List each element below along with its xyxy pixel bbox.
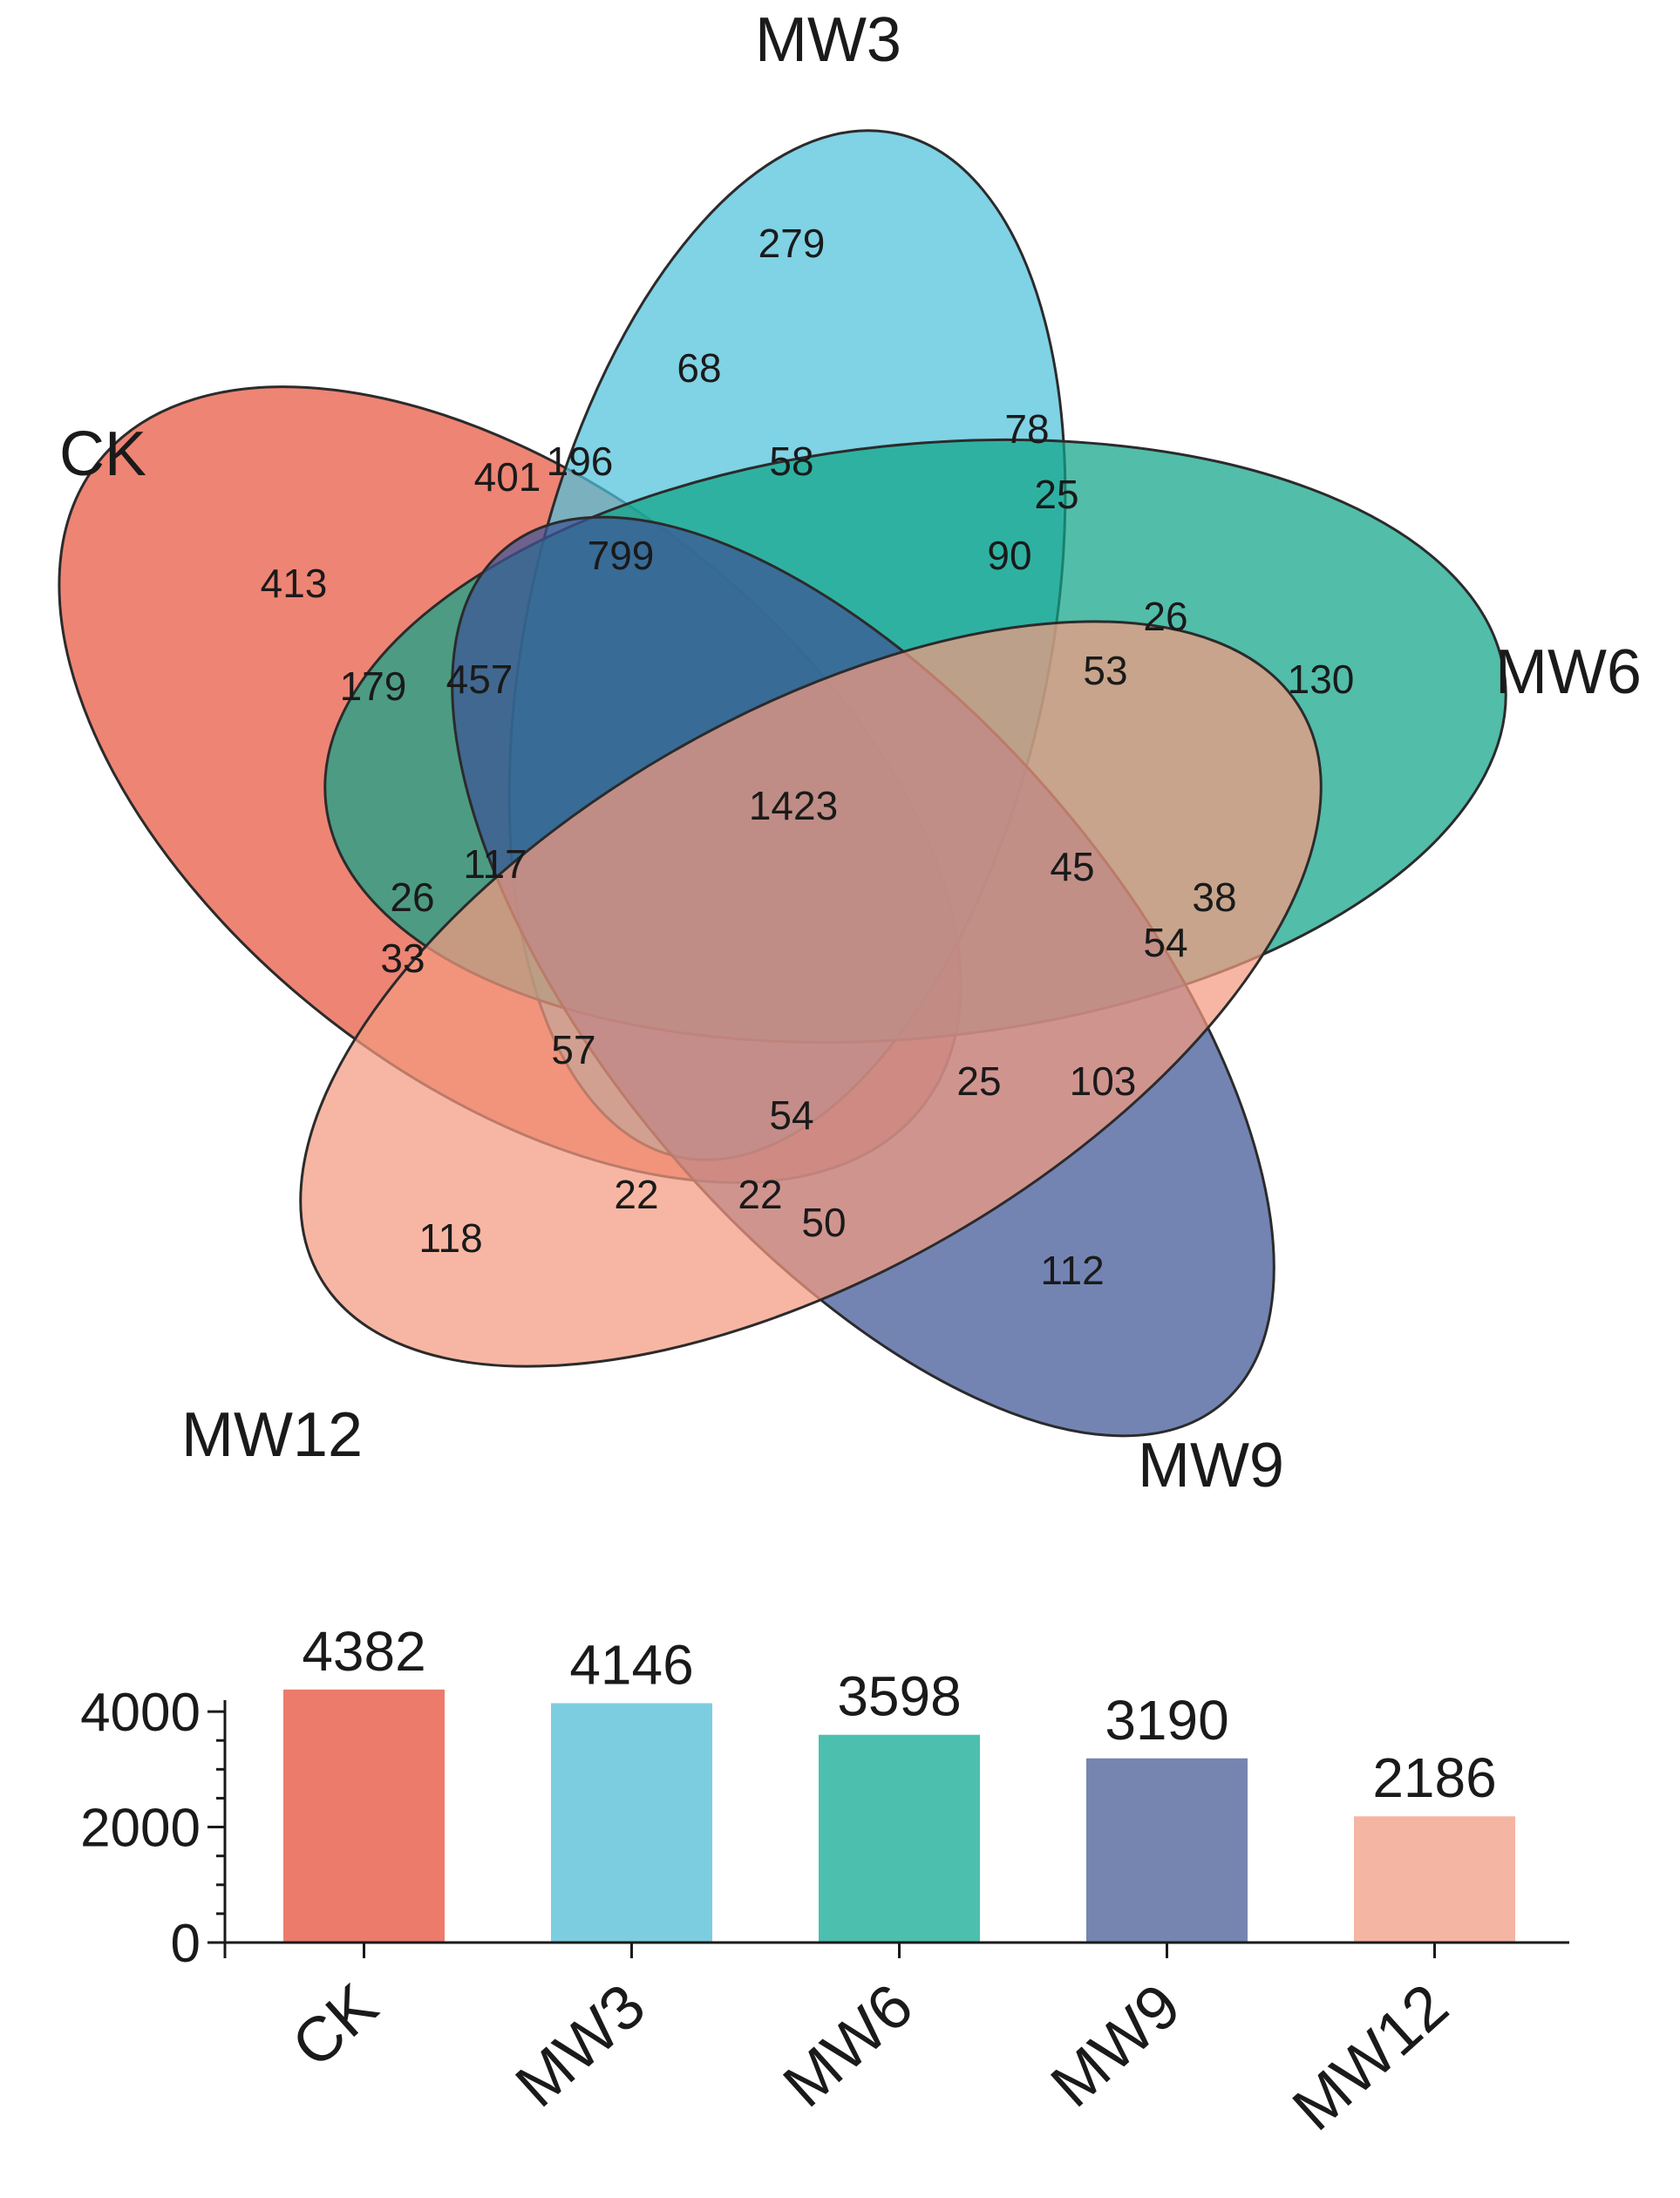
venn-region-count: 38 <box>1192 874 1236 920</box>
bar-value-label: 3190 <box>1105 1689 1228 1752</box>
venn-region-count: 179 <box>340 663 407 709</box>
venn-region-count: 22 <box>738 1172 782 1217</box>
venn-diagram: CK MW3 MW6 MW9 MW12 279 68 401 196 58 78… <box>58 5 1642 1500</box>
x-tick-label: MW12 <box>1280 1970 1461 2144</box>
venn-region-count: 457 <box>446 657 514 702</box>
venn-region-count: 413 <box>261 561 328 606</box>
x-axis: CK MW3 MW6 MW9 MW12 <box>225 1941 1569 2144</box>
venn-region-count: 117 <box>463 841 527 887</box>
venn-region-count: 33 <box>380 936 425 981</box>
venn-label-mw6: MW6 <box>1495 637 1642 707</box>
venn-region-count: 401 <box>474 454 541 500</box>
venn-region-count: 1423 <box>749 783 838 828</box>
venn-region-count: 57 <box>551 1027 595 1072</box>
x-tick-label: MW9 <box>1038 1970 1194 2120</box>
bar-ck <box>283 1689 445 1943</box>
bar-mw3 <box>551 1703 712 1943</box>
venn-region-count: 90 <box>987 533 1031 578</box>
venn-region-count: 25 <box>1034 472 1078 517</box>
bar-mw6 <box>819 1734 980 1943</box>
bar-mw9 <box>1086 1758 1248 1943</box>
venn-region-count: 130 <box>1288 657 1355 702</box>
y-tick-label: 4000 <box>80 1683 201 1743</box>
venn-label-ck: CK <box>59 419 146 489</box>
venn-region-count: 799 <box>588 533 655 578</box>
venn-region-count: 196 <box>547 439 614 484</box>
venn-region-count: 26 <box>1143 594 1187 639</box>
bar-value-label: 4146 <box>569 1633 693 1696</box>
venn-region-count: 78 <box>1004 406 1049 452</box>
venn-region-count: 26 <box>390 874 434 920</box>
venn-set-mw12 <box>299 620 1323 1368</box>
x-tick-label: MW3 <box>503 1970 658 2120</box>
bar-value-label: 2186 <box>1372 1746 1496 1809</box>
venn-region-count: 54 <box>769 1092 813 1138</box>
venn-region-count: 58 <box>769 439 813 484</box>
venn-region-count: 45 <box>1050 844 1094 889</box>
venn-label-mw9: MW9 <box>1138 1431 1284 1500</box>
venn-region-count: 103 <box>1070 1058 1137 1104</box>
venn-region-count: 68 <box>677 345 721 391</box>
venn-region-count: 279 <box>758 221 826 266</box>
x-tick-label: MW6 <box>771 1970 926 2120</box>
venn-region-count: 118 <box>418 1215 482 1261</box>
venn-label-mw3: MW3 <box>755 5 901 75</box>
venn-region-count: 22 <box>614 1172 658 1217</box>
venn-region-count: 112 <box>1040 1248 1104 1293</box>
y-tick-label: 2000 <box>80 1799 201 1859</box>
venn-region-count: 25 <box>956 1058 1001 1104</box>
y-axis: 0 2000 4000 <box>80 1683 227 1974</box>
x-tick-label: CK <box>279 1970 391 2080</box>
bar-value-label: 4382 <box>302 1620 425 1683</box>
venn-region-count: 53 <box>1083 648 1127 693</box>
y-tick-label: 0 <box>171 1914 201 1974</box>
venn-region-count: 54 <box>1143 920 1187 965</box>
bar-value-label: 3598 <box>837 1665 961 1728</box>
bar-chart: 4382 4146 3598 3190 2186 0 2000 4000 CK MW3 MW6 M… <box>80 1620 1569 2144</box>
bar-mw12 <box>1354 1816 1515 1943</box>
venn-label-mw12: MW12 <box>181 1400 363 1470</box>
venn-region-count: 50 <box>801 1200 846 1245</box>
